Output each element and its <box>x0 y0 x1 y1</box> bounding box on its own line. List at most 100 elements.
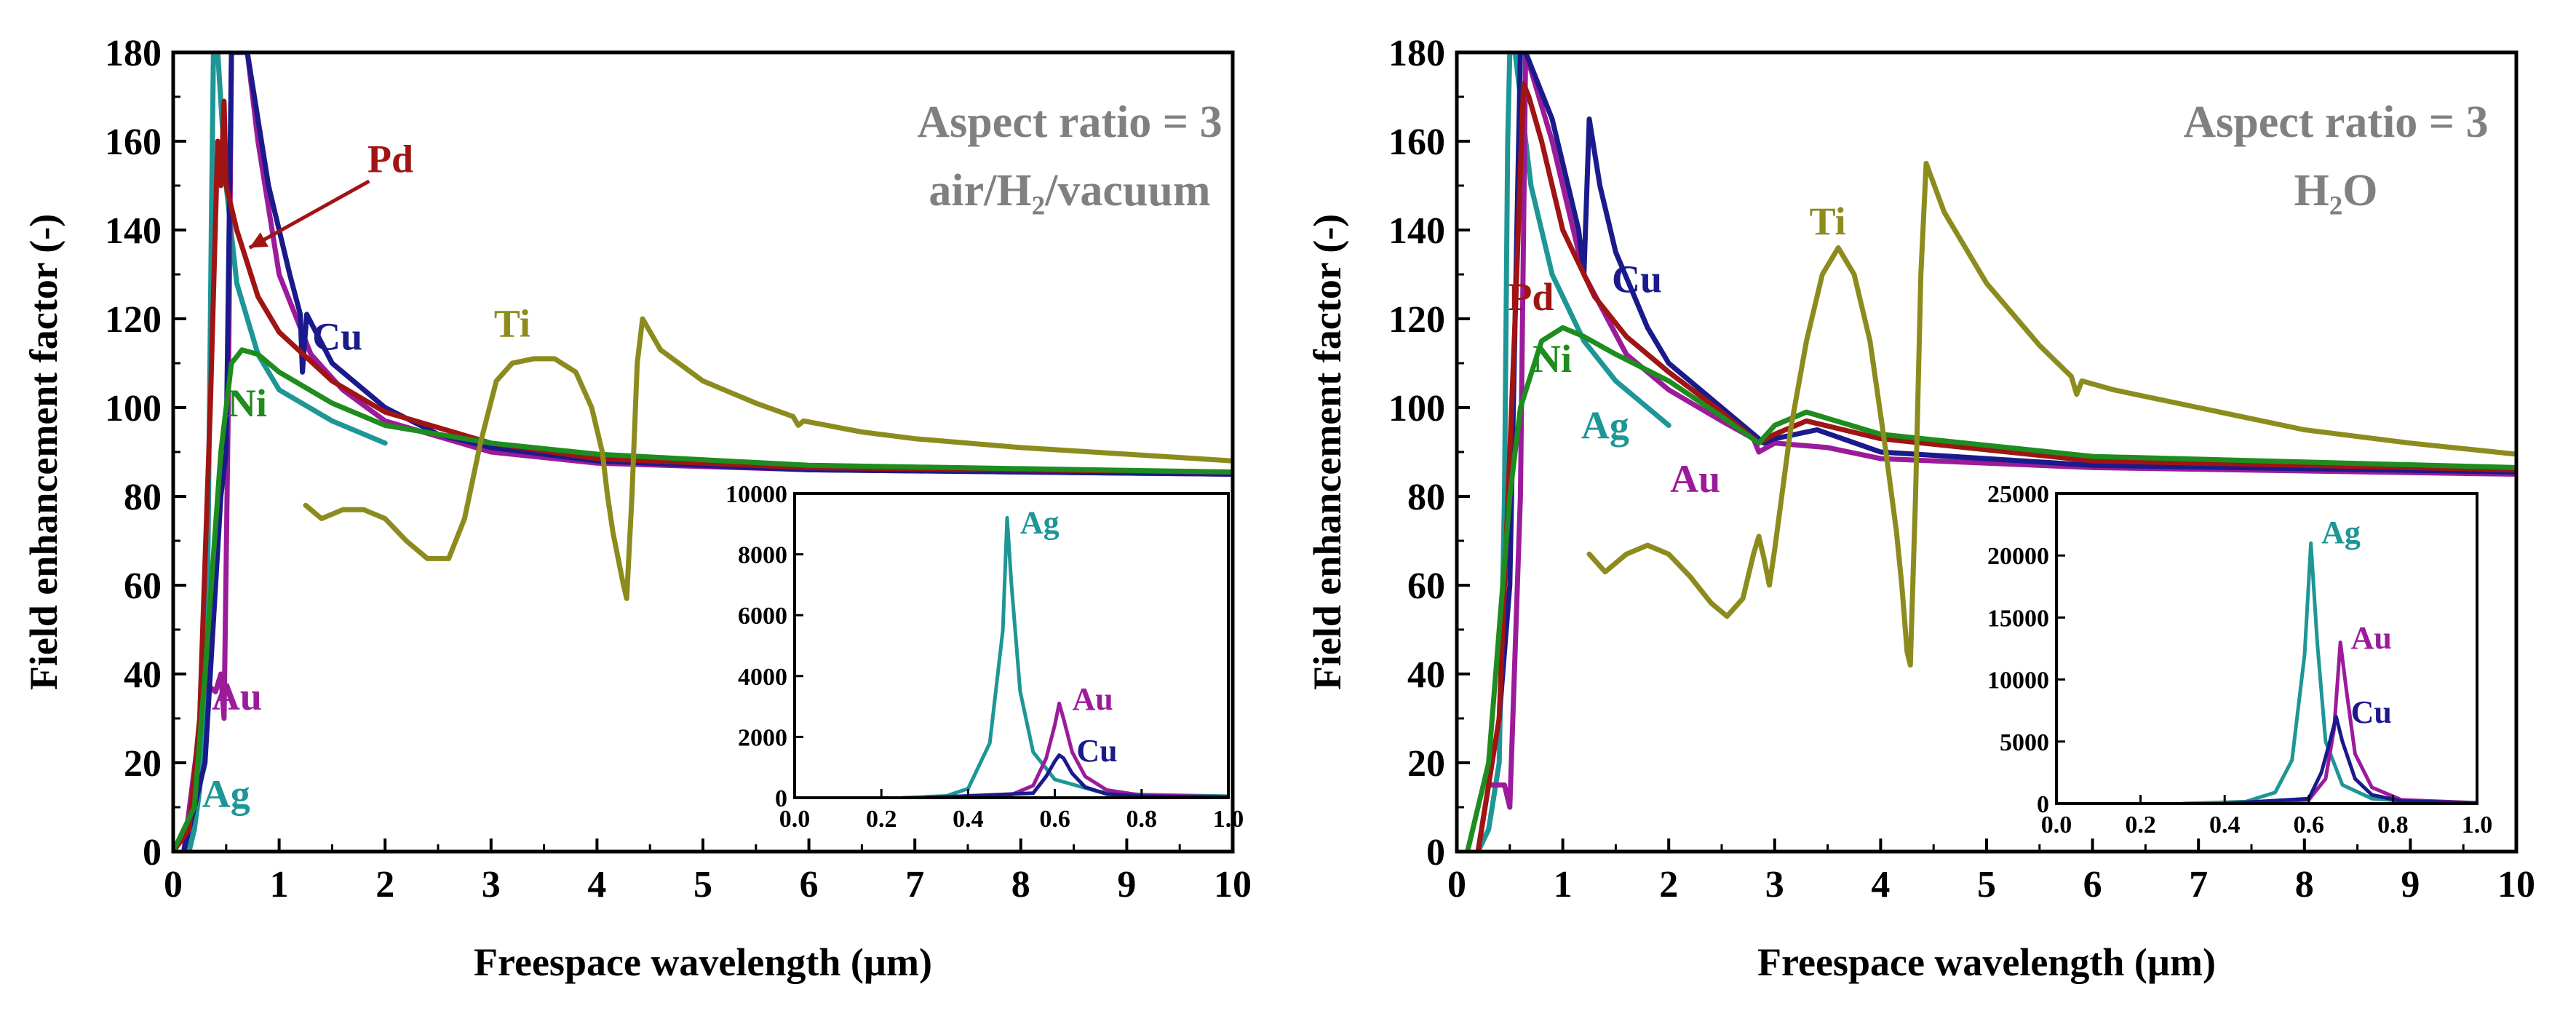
x-axis-title: Freespace wavelength (µm) <box>474 940 932 984</box>
inset-background <box>795 493 1228 798</box>
y-tick-label: 180 <box>1388 33 1445 74</box>
inset-x-tick-label: 0.6 <box>1039 806 1070 833</box>
pd-arrow-line <box>248 179 370 250</box>
inset-y-tick-label: 25000 <box>1987 481 2049 508</box>
inset-y-tick-label: 2000 <box>738 724 787 751</box>
inset-series-group <box>2182 541 2477 804</box>
inset-x-tick-label: 0.8 <box>2377 812 2409 838</box>
y-tick-label: 100 <box>105 388 162 429</box>
series-line-ni <box>1465 325 2516 852</box>
x-tick-label: 10 <box>1214 864 1252 905</box>
y-tick-label: 120 <box>105 299 162 341</box>
inset-series-line-cu <box>2225 715 2477 804</box>
series-line-ni <box>173 347 1233 852</box>
inset-x-tick-label: 0.2 <box>866 806 897 833</box>
series-label-cu: Cu <box>312 315 362 359</box>
inset-y-tick-label: 15000 <box>1987 605 2049 632</box>
y-tick-label: 160 <box>105 122 162 163</box>
x-tick-label: 5 <box>693 864 712 905</box>
y-tick-label: 60 <box>1407 566 1445 607</box>
x-tick-label: 9 <box>1117 864 1136 905</box>
y-tick-label: 100 <box>1388 388 1445 429</box>
pd-arrow-head <box>249 232 269 248</box>
series-label-pd: Pd <box>367 138 413 181</box>
aspect-ratio-annotation: Aspect ratio = 3 <box>917 98 1222 147</box>
x-tick-label: 0 <box>1447 864 1466 905</box>
y-tick-label: 20 <box>1407 743 1445 785</box>
x-tick-label: 2 <box>375 864 394 905</box>
x-tick-label: 4 <box>587 864 606 905</box>
inset-chart: 0.0 0.2 0.4 0.6 0.8 1.0 0 5000 10000 15000 20000 25… <box>1987 481 2492 838</box>
series-label-ag: Ag <box>202 772 250 816</box>
medium-annotation: H₂O <box>2294 166 2377 215</box>
series-label-au: Au <box>212 675 262 718</box>
medium-annotation: air/H₂/vacuum <box>929 166 1210 215</box>
x-tick-label: 7 <box>2189 864 2208 905</box>
y-tick-label: 80 <box>124 477 162 518</box>
x-tick-label: 10 <box>2497 864 2535 905</box>
x-tick-label: 3 <box>1765 864 1784 905</box>
y-tick-label: 140 <box>1388 210 1445 252</box>
inset-y-tick-label: 10000 <box>1987 667 2049 694</box>
series-line-ag <box>1475 52 1671 852</box>
inset-x-tick-label: 1.0 <box>1213 806 1244 833</box>
series-group <box>173 52 1233 852</box>
series-group <box>1465 52 2516 852</box>
inset-y-tick-label: 10000 <box>726 481 787 508</box>
inset-y-tick-label: 20000 <box>1987 543 2049 570</box>
inset-background <box>2056 493 2477 804</box>
inset-series-group <box>902 515 1228 798</box>
inset-frame <box>793 492 1230 799</box>
chart-panel-1: 0 1 2 3 4 5 6 7 8 9 10020406080100120140160180Free… <box>22 33 1252 984</box>
inset-series-label-cu: Cu <box>2351 694 2392 730</box>
y-tick-label: 180 <box>105 33 162 74</box>
inset-series-line-au <box>2225 641 2477 804</box>
y-tick-label: 20 <box>124 743 162 785</box>
x-tick-label: 7 <box>905 864 924 905</box>
inset-y-tick-label: 6000 <box>738 603 787 630</box>
chart-panel-2: 0 1 2 3 4 5 6 7 8 9 10020406080100120140160180Free… <box>1305 33 2535 984</box>
inset-chart: 0.0 0.2 0.4 0.6 0.8 1.0 0 2000 4000 6000 8000 10000… <box>726 481 1244 833</box>
inset-x-tick-label: 0.0 <box>2041 812 2072 838</box>
x-tick-label: 8 <box>1011 864 1030 905</box>
y-tick-label: 0 <box>1426 832 1445 873</box>
inset-x-tick-label: 1.0 <box>2462 812 2493 838</box>
series-line-cu <box>181 52 1233 852</box>
series-line-pd <box>1475 81 2516 852</box>
inset-y-tick-label: 5000 <box>2000 729 2049 756</box>
series-label-pd: Pd <box>1508 275 1554 319</box>
x-tick-label: 1 <box>1554 864 1573 905</box>
y-tick-label: 40 <box>124 654 162 696</box>
x-tick-label: 6 <box>2083 864 2102 905</box>
x-tick-label: 1 <box>270 864 289 905</box>
y-tick-label: 60 <box>124 566 162 607</box>
inset-y-tick-label: 4000 <box>738 664 787 691</box>
y-axis-title: Field enhancement factor (-) <box>22 214 65 690</box>
inset-series-label-cu: Cu <box>1076 733 1117 769</box>
inset-x-tick-label: 0.4 <box>953 806 984 833</box>
series-line-ti <box>303 316 1233 601</box>
inset-series-label-au: Au <box>2351 620 2392 656</box>
series-label-ni: Ni <box>228 381 267 425</box>
y-tick-label: 120 <box>1388 299 1445 341</box>
aspect-ratio-annotation: Aspect ratio = 3 <box>2183 98 2488 147</box>
y-tick-label: 140 <box>105 210 162 252</box>
inset-series-label-au: Au <box>1072 681 1113 717</box>
x-tick-label: 4 <box>1871 864 1890 905</box>
x-tick-label: 2 <box>1659 864 1678 905</box>
x-tick-label: 8 <box>2295 864 2314 905</box>
y-axis-title: Field enhancement factor (-) <box>1305 214 1349 690</box>
inset-x-tick-label: 0.6 <box>2294 812 2325 838</box>
inset-x-tick-label: 0.8 <box>1126 806 1158 833</box>
inset-y-tick-label: 0 <box>2037 791 2049 818</box>
series-line-ti <box>1586 161 2516 668</box>
y-tick-label: 160 <box>1388 122 1445 163</box>
inset-x-tick-label: 0.2 <box>2125 812 2156 838</box>
inset-series-line-au <box>924 701 1228 798</box>
x-tick-label: 9 <box>2401 864 2420 905</box>
inset-series-label-ag: Ag <box>1020 504 1060 540</box>
inset-frame <box>2055 492 2478 805</box>
inset-series-line-cu <box>924 753 1228 798</box>
x-tick-label: 3 <box>482 864 501 905</box>
